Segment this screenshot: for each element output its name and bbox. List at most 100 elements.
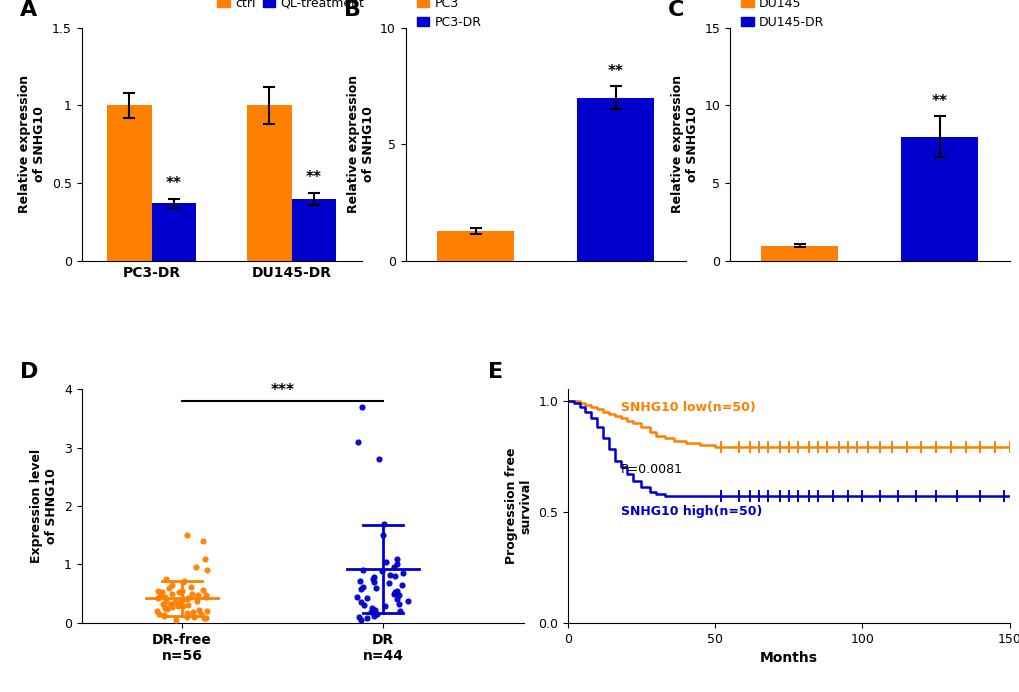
Point: [158, 595, 174, 606]
Point: [388, 594, 405, 605]
Point: [388, 559, 405, 570]
Point: [367, 582, 383, 593]
Point: [182, 581, 199, 592]
Point: [170, 587, 186, 598]
Point: [366, 576, 382, 588]
Point: [365, 574, 381, 585]
Point: [179, 612, 196, 623]
Point: [197, 553, 213, 564]
Point: [196, 612, 212, 623]
Point: [183, 588, 200, 599]
Text: SNHG10 high(n=50): SNHG10 high(n=50): [621, 505, 761, 518]
Text: D: D: [19, 362, 38, 382]
Point: [184, 607, 201, 618]
Y-axis label: Relative expression
of SNHG10: Relative expression of SNHG10: [671, 75, 698, 213]
Point: [377, 601, 393, 612]
Point: [189, 596, 205, 607]
Text: **: **: [607, 64, 623, 79]
Y-axis label: Relative expression
of SNHG10: Relative expression of SNHG10: [346, 75, 374, 213]
Point: [159, 604, 175, 615]
Point: [363, 607, 379, 618]
Point: [156, 610, 172, 621]
Point: [176, 575, 193, 586]
Text: **: **: [306, 170, 322, 185]
Legend: ctrl, QL-treatment: ctrl, QL-treatment: [212, 0, 369, 15]
Point: [164, 579, 180, 590]
Point: [161, 582, 177, 593]
Point: [355, 565, 371, 576]
Point: [385, 562, 401, 573]
Bar: [152, 203, 197, 261]
Point: [359, 593, 375, 604]
Point: [157, 603, 173, 614]
Point: [371, 454, 387, 465]
Bar: [760, 246, 838, 261]
X-axis label: Months: Months: [759, 651, 817, 665]
Legend: PC3, PC3-DR: PC3, PC3-DR: [412, 0, 486, 34]
Point: [163, 601, 179, 612]
Point: [149, 606, 165, 617]
Point: [179, 600, 196, 611]
Point: [381, 578, 397, 589]
Legend: DU145, DU145-DR: DU145, DU145-DR: [736, 0, 828, 34]
Bar: [291, 199, 336, 261]
Text: **: **: [931, 93, 947, 109]
Point: [381, 570, 397, 581]
Point: [390, 599, 407, 610]
Point: [170, 601, 186, 612]
Point: [163, 588, 179, 599]
Point: [391, 606, 408, 617]
Point: [376, 518, 392, 529]
Point: [386, 571, 403, 582]
Point: [157, 603, 173, 614]
Point: [190, 590, 206, 601]
Point: [167, 614, 183, 626]
Point: [393, 579, 410, 590]
Point: [174, 594, 191, 605]
Point: [199, 565, 215, 576]
Point: [185, 612, 202, 623]
Point: [199, 606, 215, 617]
Bar: [437, 230, 514, 261]
Text: ***: ***: [270, 383, 294, 398]
Point: [193, 608, 209, 619]
Point: [391, 590, 408, 601]
Point: [178, 594, 195, 605]
Bar: [247, 105, 291, 261]
Point: [189, 562, 205, 573]
Point: [366, 610, 382, 621]
Point: [179, 608, 196, 619]
Point: [173, 585, 190, 597]
Point: [374, 530, 390, 541]
Point: [367, 604, 383, 615]
Point: [353, 614, 369, 626]
Point: [356, 600, 372, 611]
Y-axis label: Progression free
survival: Progression free survival: [504, 448, 532, 565]
Point: [157, 574, 173, 585]
Bar: [901, 136, 977, 261]
Point: [399, 595, 416, 606]
Y-axis label: Expression level
of SHNG10: Expression level of SHNG10: [31, 449, 58, 563]
Point: [359, 612, 375, 623]
Point: [385, 588, 401, 599]
Point: [151, 591, 167, 602]
Point: [353, 597, 369, 608]
Point: [167, 597, 183, 608]
Text: SNHG10 low(n=50): SNHG10 low(n=50): [621, 401, 755, 414]
Point: [394, 567, 411, 579]
Point: [178, 530, 195, 541]
Text: E: E: [488, 362, 502, 382]
Point: [366, 572, 382, 583]
Text: A: A: [20, 0, 38, 20]
Point: [163, 598, 179, 609]
Point: [198, 590, 214, 601]
Point: [378, 556, 394, 567]
Point: [348, 591, 365, 602]
Point: [175, 601, 192, 612]
Point: [369, 608, 385, 619]
Point: [351, 612, 367, 623]
Text: P=0.0081: P=0.0081: [621, 463, 682, 476]
Point: [198, 612, 214, 623]
Bar: [107, 105, 152, 261]
Point: [171, 597, 187, 608]
